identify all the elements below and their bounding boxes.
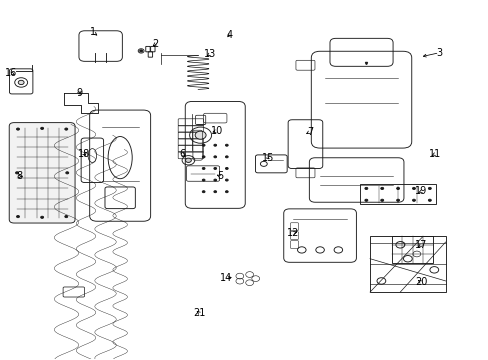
Circle shape bbox=[41, 127, 43, 130]
Circle shape bbox=[380, 187, 383, 189]
Text: 4: 4 bbox=[226, 30, 232, 40]
Text: 10: 10 bbox=[211, 126, 223, 135]
Circle shape bbox=[403, 256, 411, 262]
Circle shape bbox=[202, 144, 204, 146]
Circle shape bbox=[412, 187, 415, 189]
Text: 1: 1 bbox=[90, 27, 96, 37]
Circle shape bbox=[380, 199, 383, 201]
Circle shape bbox=[202, 179, 204, 181]
Circle shape bbox=[65, 128, 68, 130]
Text: 5: 5 bbox=[217, 171, 223, 181]
Circle shape bbox=[213, 156, 216, 158]
Circle shape bbox=[66, 172, 69, 174]
Circle shape bbox=[412, 199, 415, 201]
Text: 14: 14 bbox=[220, 273, 232, 283]
Text: 16: 16 bbox=[5, 68, 18, 78]
Circle shape bbox=[213, 167, 216, 170]
Text: 8: 8 bbox=[16, 171, 22, 181]
Circle shape bbox=[395, 242, 404, 248]
Text: 17: 17 bbox=[414, 240, 427, 250]
Circle shape bbox=[225, 144, 228, 146]
Circle shape bbox=[225, 167, 228, 170]
Circle shape bbox=[16, 172, 19, 174]
Circle shape bbox=[429, 267, 438, 273]
Bar bbox=[391, 237, 432, 264]
Circle shape bbox=[396, 199, 399, 201]
Text: 20: 20 bbox=[414, 277, 427, 287]
Circle shape bbox=[225, 191, 228, 193]
Circle shape bbox=[17, 216, 20, 218]
Text: 3: 3 bbox=[436, 48, 442, 58]
Circle shape bbox=[195, 131, 205, 139]
Circle shape bbox=[18, 80, 24, 85]
Circle shape bbox=[364, 187, 367, 189]
Circle shape bbox=[202, 167, 204, 170]
Circle shape bbox=[202, 156, 204, 158]
Bar bbox=[360, 184, 435, 204]
Text: 12: 12 bbox=[286, 228, 299, 238]
Circle shape bbox=[41, 216, 43, 219]
Circle shape bbox=[427, 187, 430, 189]
Text: 19: 19 bbox=[414, 186, 426, 197]
Text: 18: 18 bbox=[78, 149, 90, 159]
Text: 7: 7 bbox=[306, 127, 313, 136]
Circle shape bbox=[364, 199, 367, 201]
Circle shape bbox=[376, 278, 385, 284]
Circle shape bbox=[65, 216, 68, 218]
Circle shape bbox=[213, 191, 216, 193]
Circle shape bbox=[396, 187, 399, 189]
Text: 6: 6 bbox=[179, 149, 185, 159]
Text: 2: 2 bbox=[152, 39, 159, 49]
Text: 11: 11 bbox=[427, 149, 440, 159]
Circle shape bbox=[202, 191, 204, 193]
FancyBboxPatch shape bbox=[9, 123, 75, 223]
Circle shape bbox=[225, 156, 228, 158]
Circle shape bbox=[140, 50, 142, 52]
Circle shape bbox=[213, 179, 216, 181]
Bar bbox=[369, 237, 445, 292]
Text: 21: 21 bbox=[193, 309, 205, 318]
Circle shape bbox=[213, 144, 216, 146]
Text: 13: 13 bbox=[204, 49, 216, 59]
Circle shape bbox=[427, 199, 430, 201]
Circle shape bbox=[225, 179, 228, 181]
Circle shape bbox=[17, 128, 20, 130]
Circle shape bbox=[185, 158, 191, 162]
Text: 15: 15 bbox=[261, 153, 274, 163]
Text: 9: 9 bbox=[77, 88, 82, 98]
